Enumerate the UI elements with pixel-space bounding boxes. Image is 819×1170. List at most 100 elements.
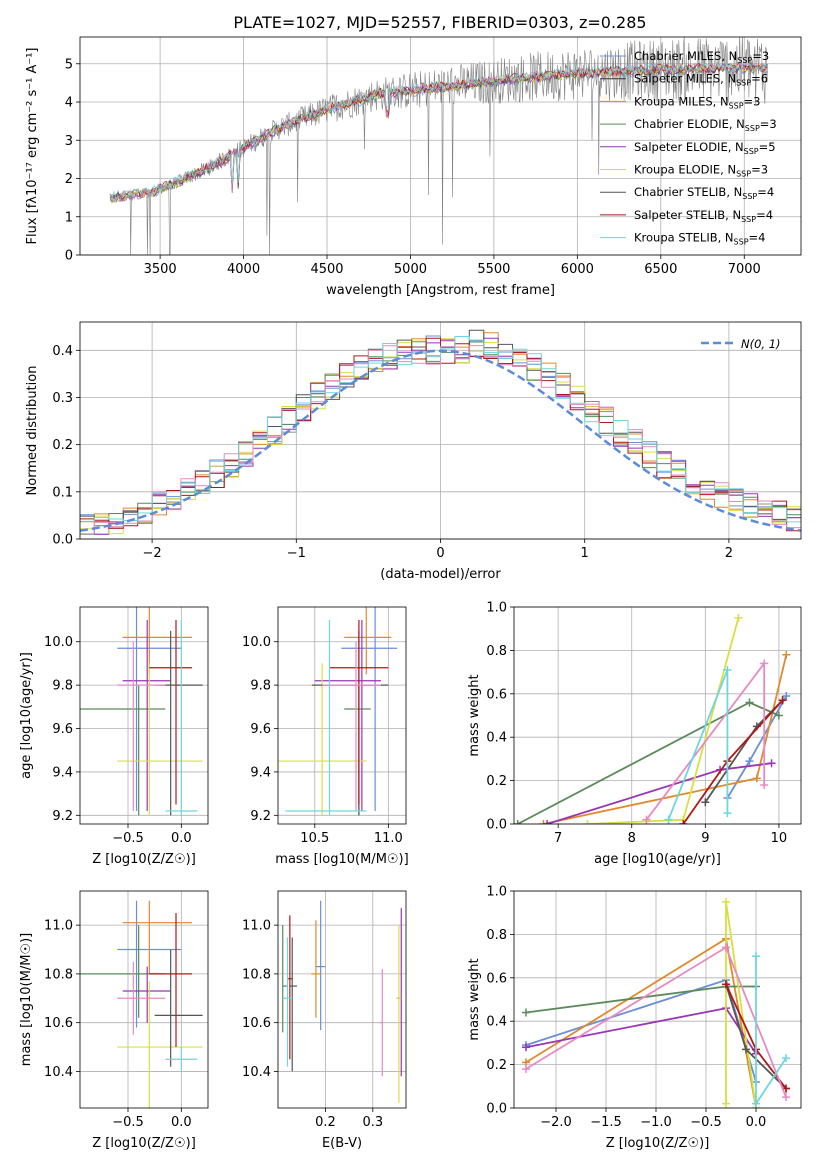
y-tick-label: 1.0: [486, 885, 507, 900]
y-tick-label: 10.8: [242, 967, 271, 982]
legend-label: Salpeter MILES, NSSP=6: [634, 72, 768, 88]
y-tick-label: 0.0: [52, 533, 73, 548]
x-tick-label: −0.5: [112, 1115, 144, 1130]
residuals-panel: −2 −1 0 1 2 0.0 0.1 0.2 0.3 0.4 (data-model)/error…: [25, 321, 802, 582]
weight-marker: [701, 798, 710, 807]
y-tick-label: 10.6: [242, 1016, 271, 1031]
weight-marker: [723, 665, 732, 674]
axes-frame: [277, 606, 407, 825]
weight-marker: [752, 952, 760, 961]
y-tick-label: 10.6: [44, 1016, 73, 1031]
y-tick-label: 11.0: [242, 919, 271, 934]
x-tick-label: −1.5: [590, 1115, 622, 1130]
weight-marker: [752, 1099, 760, 1108]
y-tick-label: 0.8: [486, 928, 507, 943]
x-tick-label: −2.0: [540, 1115, 572, 1130]
x-tick-label: 11.0: [374, 831, 403, 846]
y-tick-label: 9.8: [52, 679, 73, 694]
x-axis-label: E(B-V): [322, 1136, 362, 1151]
weight-marker: [778, 696, 787, 705]
y-axis-label: mass weight: [467, 674, 482, 756]
age_vs_mass-panel: 10.5 11.0 9.2 9.4 9.6 9.8 10.0 mass [log10(M/M☉…: [242, 606, 409, 867]
x-tick-label: −2: [143, 546, 162, 561]
legend-label: Chabrier ELODIE, NSSP=3: [634, 117, 777, 133]
weight-marker: [522, 1008, 530, 1017]
y-tick-label: 4: [65, 96, 73, 111]
x-tick-label: 4500: [310, 262, 343, 277]
y-tick-label: 0.6: [486, 687, 507, 702]
y-tick-label: 10.0: [242, 635, 271, 650]
x-axis-label: mass [log10(M/M☉)]: [275, 852, 408, 867]
legend-label: Kroupa ELODIE, NSSP=3: [634, 163, 768, 179]
weight-marker: [723, 809, 732, 818]
axes-frame: [79, 36, 802, 256]
x-axis-label: Z [log10(Z/Z☉)]: [606, 1136, 710, 1151]
y-tick-label: 9.8: [250, 679, 271, 694]
y-tick-label: 10.0: [44, 635, 73, 650]
age_vs_mass-plot-area: [278, 607, 398, 816]
y-tick-label: 0.3: [52, 391, 73, 406]
x-axis-label: Z [log10(Z/Z☉)]: [92, 852, 196, 867]
y-tick-label: 11.0: [44, 919, 73, 934]
x-tick-label: 7000: [728, 262, 761, 277]
x-tick-label: 0.0: [746, 1115, 767, 1130]
weight-marker: [543, 820, 552, 824]
weight-marker: [760, 659, 769, 668]
weight-marker: [722, 980, 730, 989]
weight-marker: [664, 815, 673, 824]
y-tick-label: 10.4: [242, 1065, 271, 1080]
y-tick-label: 0.1: [52, 485, 73, 500]
x-tick-label: −0.5: [690, 1115, 722, 1130]
y-tick-label: 1.0: [486, 601, 507, 616]
age_vs_Z-panel: −0.5 0.0 9.2 9.4 9.6 9.8 10.0 Z [log10(Z/Z☉)] ag…: [19, 606, 209, 867]
weight-marker: [745, 698, 754, 707]
weight-marker: [767, 759, 776, 768]
y-tick-label: 0.4: [486, 731, 507, 746]
x-tick-label: 6000: [561, 262, 594, 277]
residuals-plot-area: [80, 329, 801, 535]
weight-marker: [722, 1099, 730, 1108]
model-spectrum-line: [109, 61, 768, 202]
x-tick-label: −0.5: [112, 831, 144, 846]
weight-marker: [722, 897, 730, 906]
y-tick-label: 0.2: [486, 774, 507, 789]
legend-label: Chabrier STELIB, NSSP=4: [634, 185, 774, 201]
y-tick-label: 0.6: [486, 971, 507, 986]
axes-frame: [513, 890, 802, 1109]
y-axis-label: Flux [fλ10⁻¹⁷ erg cm⁻² s⁻¹ A⁻¹]: [25, 48, 40, 245]
y-tick-label: 0.2: [486, 1058, 507, 1073]
x-axis-label: wavelength [Angstrom, rest frame]: [326, 283, 555, 298]
mass_vs_Z-panel: −0.5 0.0 10.4 10.6 10.8 11.0 Z [log10(Z/Z☉)] ma…: [19, 890, 209, 1151]
weight-marker: [782, 650, 791, 659]
weight-marker: [742, 1045, 750, 1054]
y-tick-label: 2: [65, 172, 73, 187]
weight-marker: [782, 1054, 790, 1063]
x-tick-label: 3500: [144, 262, 177, 277]
y-tick-label: 9.4: [250, 765, 271, 780]
weight-sequence-line: [525, 978, 757, 1083]
weight-marker: [722, 943, 730, 952]
x-tick-label: 0.0: [171, 831, 192, 846]
mass_vs_EBV-plot-area: [282, 900, 402, 1104]
y-axis-label: Normed distribution: [25, 366, 40, 496]
legend-label: Salpeter STELIB, NSSP=4: [634, 208, 773, 224]
weight_vs_age-panel: 7 8 9 10 0.0 0.2 0.4 0.6 0.8 1.0 age [log10(age/yr…: [467, 601, 802, 867]
weight-marker: [539, 820, 548, 824]
y-axis-label: mass weight: [467, 958, 482, 1040]
y-tick-label: 0.2: [52, 438, 73, 453]
x-tick-label: 10: [771, 831, 788, 846]
spectrum-plot-area: [109, 37, 768, 255]
weight-marker: [522, 1064, 530, 1073]
y-tick-label: 5: [65, 57, 73, 72]
weight-marker: [760, 780, 769, 789]
y-tick-label: 0.0: [486, 818, 507, 833]
y-tick-label: 0: [65, 249, 73, 264]
y-tick-label: 0.0: [486, 1102, 507, 1117]
x-tick-label: 7: [554, 831, 562, 846]
weight-marker: [782, 691, 791, 700]
x-tick-label: 0: [436, 546, 444, 561]
weight_vs_age-plot-area: [514, 613, 791, 824]
y-tick-label: 9.2: [52, 809, 73, 824]
weight-marker: [782, 1093, 790, 1102]
axes-frame: [79, 321, 802, 540]
